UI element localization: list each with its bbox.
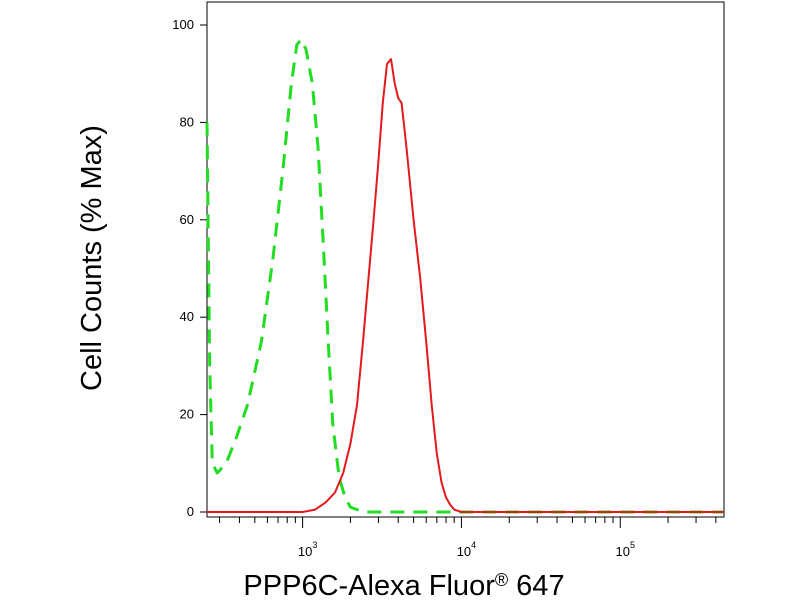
y-tick-label: 20 [180,407,194,422]
y-tick-label: 0 [187,504,194,519]
x-axis-label-suffix: 647 [508,570,564,600]
y-tick-label: 100 [172,17,194,32]
ppp6c-series-line [207,58,724,513]
y-tick-label: 80 [180,114,194,129]
x-axis-label: PPP6C-Alexa Fluor® 647 [243,570,564,600]
x-tick-base: 10 [616,544,630,559]
registered-mark: ® [495,570,508,590]
x-axis-label-main: PPP6C-Alexa Fluor [243,570,495,600]
x-tick-base: 10 [457,544,471,559]
x-tick-label: 104 [457,540,476,559]
x-tick-base: 10 [298,544,312,559]
y-axis-label: Cell Counts (% Max) [76,125,108,391]
x-tick-exponent: 5 [630,540,635,550]
x-tick-exponent: 3 [312,540,317,550]
x-tick-label: 105 [616,540,635,559]
y-tick-label: 60 [180,212,194,227]
y-tick-label: 40 [180,309,194,324]
x-tick-label: 103 [298,540,317,559]
data-series [205,38,724,514]
plot-frame [206,1,725,518]
control-series-line [205,38,724,514]
axis-ticks [200,24,717,528]
x-tick-exponent: 4 [471,540,476,550]
